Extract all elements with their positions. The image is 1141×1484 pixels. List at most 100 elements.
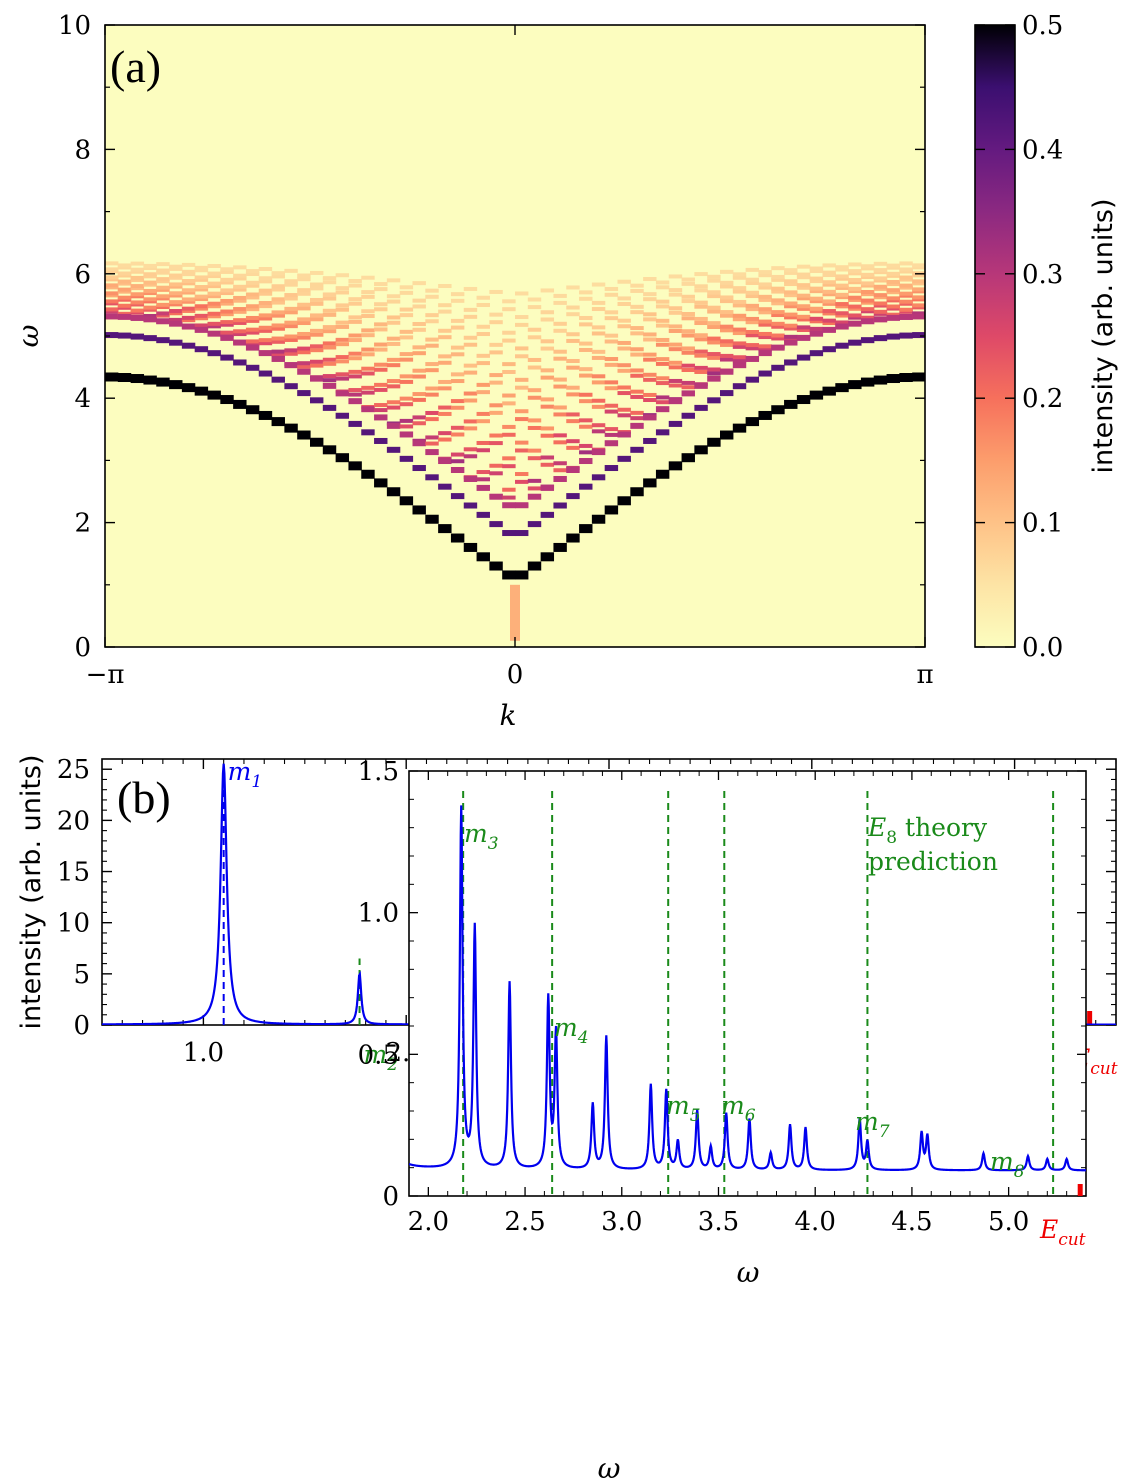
band-2 [284,383,298,390]
continuum-cell [412,298,426,303]
band-2 [297,390,311,397]
continuum-cell [848,304,862,309]
band-1 [297,430,311,440]
continuum-cell [117,271,132,276]
continuum-cell [438,405,452,410]
continuum-cell [143,274,157,279]
continuum-cell [207,301,221,306]
band-2 [143,335,157,342]
continuum-cell [463,363,478,368]
band-3 [245,344,260,351]
continuum-cell [374,287,388,292]
continuum-cell [886,279,900,284]
continuum-cell [822,321,836,326]
continuum-cell [540,404,555,409]
continuum-cell [412,351,426,356]
continuum-cell [655,361,670,366]
continuum-cell [194,285,209,290]
band-3 [835,323,849,330]
continuum-cell [784,293,798,298]
continuum-cell [450,452,465,457]
continuum-cell [912,273,925,278]
band-1 [796,395,811,405]
continuum-cell [105,301,119,306]
band-3 [258,350,273,357]
continuum-cell [386,278,401,283]
continuum-cell [809,309,824,314]
continuum-cell [169,293,183,298]
continuum-cell [335,342,350,347]
continuum-cell [310,359,324,364]
continuum-cell [668,378,683,383]
continuum-cell [630,389,644,394]
continuum-cell [169,275,183,280]
colorbar-tick-label: 0.0 [1022,633,1063,663]
band-2 [245,364,260,371]
continuum-cell [591,429,606,434]
continuum-cell [194,297,209,302]
continuum-cell [604,310,619,315]
continuum-cell [732,313,747,318]
continuum-cell [271,297,285,302]
band-1 [476,552,490,562]
continuum-cell [207,274,221,279]
continuum-cell [694,321,708,326]
continuum-cell [860,309,875,314]
continuum-cell [655,280,670,285]
continuum-cell [374,347,388,352]
continuum-cell [809,326,824,331]
continuum-cell [899,291,913,296]
continuum-cell [489,320,503,325]
continuum-cell [425,337,439,342]
continuum-cell [553,321,567,326]
band-3 [591,449,606,456]
band-3 [438,458,452,465]
continuum-cell [386,341,401,346]
band-3 [873,316,888,323]
continuum-cell [579,392,593,397]
continuum-cell [822,299,836,304]
continuum-cell [784,290,798,295]
band-3 [399,431,414,438]
continuum-cell [438,284,452,289]
continuum-cell [169,273,183,278]
band-1 [873,375,888,385]
continuum-cell [194,306,209,311]
continuum-cell [643,332,657,337]
continuum-cell [899,307,913,312]
continuum-cell [604,432,619,437]
continuum-cell [809,276,824,281]
continuum-cell [655,318,670,323]
continuum-cell [745,267,760,272]
continuum-cell [425,435,439,440]
continuum-cell [258,341,273,346]
inset-xtick-label: 4.5 [891,1207,932,1237]
continuum-cell [297,277,311,282]
continuum-cell [105,307,119,312]
band-3 [156,318,170,325]
ytick-label-a: 4 [74,384,91,414]
band-1 [515,570,529,580]
continuum-cell [604,357,619,362]
continuum-cell [835,302,849,307]
continuum-cell [668,360,683,365]
continuum-cell [374,362,388,367]
inset-annotation-line2: prediction [868,847,998,876]
continuum-cell [515,448,529,453]
continuum-cell [873,301,888,306]
continuum-cell [707,305,721,310]
band-2 [348,420,362,427]
continuum-cell [271,339,285,344]
continuum-cell [899,269,913,274]
continuum-cell [899,299,913,304]
continuum-cell [745,346,760,351]
continuum-cell [720,310,734,315]
continuum-cell [425,392,439,397]
panel-a-xlabel: k [500,699,517,732]
continuum-cell [681,329,695,334]
continuum-cell [258,304,273,309]
continuum-cell [784,270,798,275]
continuum-cell [515,472,529,477]
continuum-cell [399,285,414,290]
continuum-cell [425,386,439,391]
